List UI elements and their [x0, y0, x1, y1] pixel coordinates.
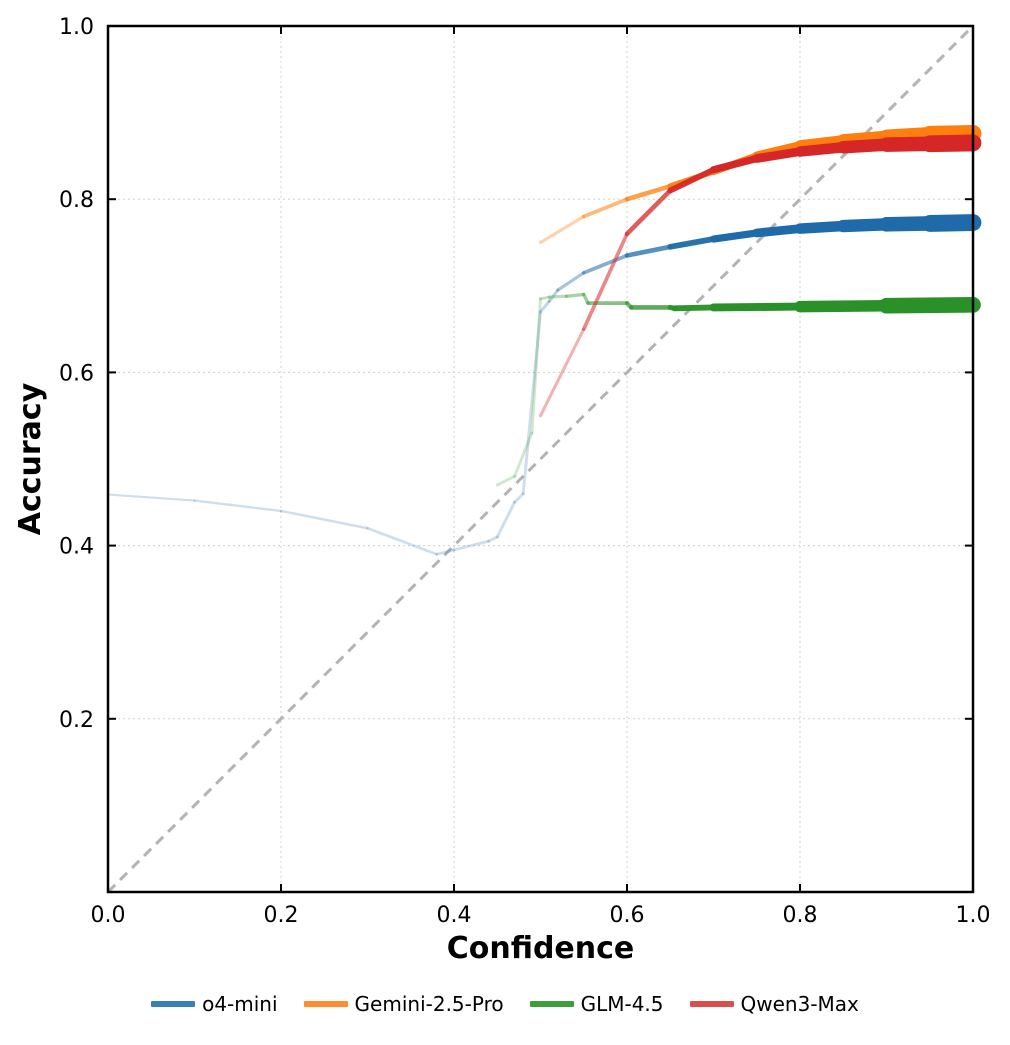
x-tick-label: 0.4: [437, 903, 472, 928]
series-segment: [513, 431, 534, 478]
series-segment: [921, 124, 982, 143]
series-layer: [106, 124, 982, 556]
legend-label-qwen3-max: Qwen3-Max: [740, 992, 859, 1016]
series-segment: [435, 548, 456, 556]
legend-label-gemini-2-5-pro: Gemini-2.5-Pro: [354, 992, 504, 1016]
legend-label-o4-mini: o4-mini: [202, 992, 278, 1016]
x-tick-label: 0.2: [264, 903, 299, 928]
x-tick-label: 1.0: [956, 903, 991, 928]
y-tick-label: 0.2: [59, 708, 94, 733]
series-o4-mini: [106, 214, 982, 556]
series-glm-4-5: [495, 292, 981, 487]
series-segment: [547, 288, 560, 303]
y-tick-label: 0.4: [59, 535, 94, 560]
series-segment: [667, 236, 717, 250]
series-segment: [452, 539, 491, 552]
legend: o4-mini Gemini-2.5-Pro GLM-4.5 Qwen3-Max: [0, 992, 1010, 1016]
legend-item-o4-mini: o4-mini: [151, 992, 278, 1016]
series-segment: [671, 304, 717, 312]
series-segment: [752, 224, 805, 238]
series-segment: [538, 299, 551, 314]
series-segment: [556, 271, 586, 292]
legend-item-qwen3-max: Qwen3-Max: [689, 992, 859, 1016]
x-tick-label: 0.6: [610, 903, 645, 928]
series-segment: [193, 499, 283, 513]
series-segment: [709, 229, 761, 243]
y-tick-label: 0.8: [59, 188, 94, 213]
series-qwen3-max: [538, 134, 982, 418]
series-segment: [495, 474, 517, 487]
series-segment: [878, 297, 981, 314]
legend-swatch-o4-mini: [151, 1001, 196, 1007]
y-tick-label: 0.6: [59, 361, 94, 386]
series-segment: [581, 197, 629, 219]
series-segment: [538, 327, 586, 418]
series-segment: [513, 492, 525, 504]
series-segment: [709, 302, 804, 312]
series-segment: [366, 526, 439, 556]
series-segment: [538, 214, 586, 245]
series-segment: [106, 493, 196, 502]
series-segment: [538, 295, 551, 301]
series-segment: [624, 183, 673, 202]
y-tick-label: 1.0: [59, 15, 94, 40]
series-segment: [624, 188, 673, 237]
series-segment: [794, 220, 849, 234]
legend-label-glm-4-5: GLM-4.5: [580, 992, 664, 1016]
x-axis-label: Confidence: [447, 931, 635, 966]
series-segment: [624, 244, 673, 258]
series-segment: [495, 500, 517, 539]
x-tick-label: 0.0: [91, 903, 126, 928]
legend-swatch-glm-4-5: [529, 1001, 574, 1007]
series-segment: [752, 147, 805, 163]
series-segment: [564, 292, 586, 298]
legend-item-glm-4-5: GLM-4.5: [529, 992, 664, 1016]
legend-swatch-gemini-2-5-pro: [303, 1001, 348, 1007]
series-segment: [794, 141, 849, 157]
legend-swatch-qwen3-max: [689, 1001, 734, 1007]
axis-ticks: 0.0 0.2 0.4 0.6 0.8 1.0 0.2 0.4 0.6 0.8 1.0: [59, 15, 991, 928]
series-segment: [921, 134, 982, 153]
legend-item-gemini-2-5-pro: Gemini-2.5-Pro: [303, 992, 504, 1016]
series-gemini-2-5-pro: [538, 124, 982, 245]
series-segment: [794, 135, 849, 151]
series-segment: [581, 253, 629, 275]
series-segment: [547, 294, 568, 299]
y-axis-label: Accuracy: [13, 382, 48, 535]
series-segment: [709, 154, 761, 174]
calibration-chart: 0.0 0.2 0.4 0.6 0.8 1.0 0.2 0.4 0.6 0.8 1.0 Confid…: [13, 15, 991, 966]
series-segment: [279, 509, 369, 530]
series-segment: [487, 535, 499, 543]
series-segment: [667, 166, 717, 194]
series-segment: [581, 231, 629, 331]
series-segment: [794, 299, 893, 313]
series-segment: [921, 214, 982, 232]
series-segment: [530, 297, 542, 435]
series-segment: [521, 310, 542, 496]
plot-frame: [106, 24, 975, 894]
perfect-calibration-line: [106, 24, 975, 894]
grid-lines: [108, 26, 973, 892]
x-tick-label: 0.8: [783, 903, 818, 928]
